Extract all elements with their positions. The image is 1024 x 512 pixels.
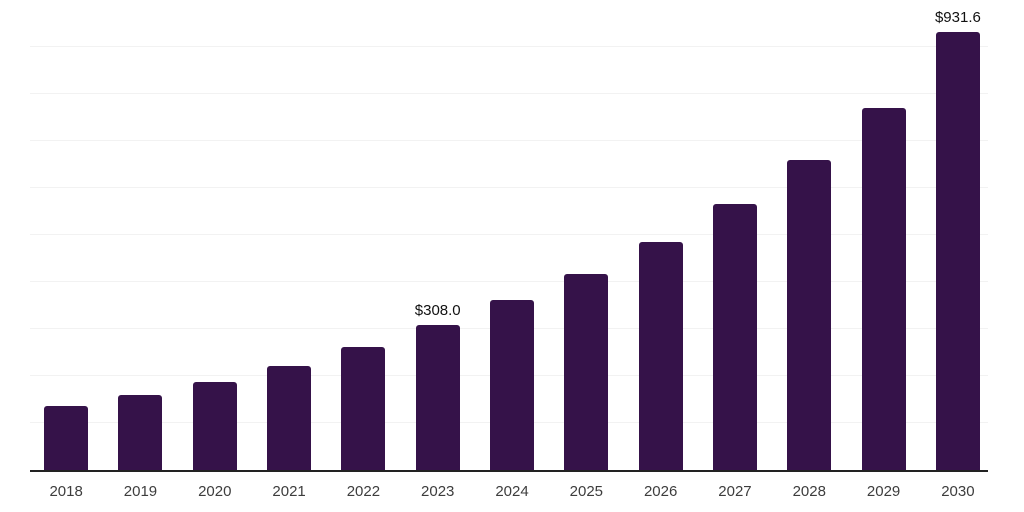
x-tick-label-2020: 2020 [198,483,232,500]
x-tick-label-2027: 2027 [718,483,752,500]
bar-slot-2029 [846,0,920,470]
bar-slot-2021 [252,0,326,470]
gridline-900 [30,46,988,47]
x-tick-label-2026: 2026 [643,483,678,500]
x-tick-label-2030: 2030 [941,483,975,500]
plot-area: $308.0 $931.6 [29,0,995,472]
bar-slot-2018 [29,0,103,470]
x-tick-label-2028: 2028 [792,483,826,500]
bar-slot-2022 [326,0,400,470]
x-tick-label-2029: 2029 [866,483,901,500]
bar-2024 [490,300,535,470]
bar-2018 [44,406,89,470]
bar-2023 [415,325,460,470]
x-axis-line [30,470,988,472]
bar-2021 [267,366,312,470]
gridline-800 [30,93,988,94]
bar-slot-2030: $931.6 [921,0,995,470]
bar-slot-2023: $308.0 [401,0,475,470]
bar-2020 [192,382,237,470]
x-axis-tick-labels: 2018 2019 2020 2021 2022 2023 2024 2025 2026 2027… [29,484,995,500]
gridline-700 [30,140,988,141]
data-label-2030: $931.6 [934,9,981,27]
x-tick-label-2025: 2025 [569,483,604,500]
bar-2022 [341,347,386,470]
x-tick-label-2021: 2021 [272,483,306,500]
bar-2026 [638,241,683,470]
bar-slot-2019 [103,0,177,470]
bars-row: $308.0 $931.6 [29,0,995,470]
bar-slot-2026 [624,0,698,470]
bar-2029 [861,108,906,470]
x-tick-label-2018: 2018 [49,483,83,500]
gridline-600 [30,187,988,188]
bar-slot-2028 [772,0,846,470]
bar-slot-2025 [549,0,623,470]
bar-2030 [935,32,980,470]
bar-2028 [787,159,832,470]
bar-slot-2024 [475,0,549,470]
x-tick-label-2023: 2023 [421,483,455,500]
gridline-500 [30,234,988,235]
x-tick-label-2022: 2022 [346,483,381,500]
bar-2019 [118,395,163,470]
gridline-400 [30,281,988,282]
bar-2027 [712,203,757,470]
x-tick-label-2019: 2019 [123,483,158,500]
data-label-2023: $308.0 [414,302,461,320]
bar-2025 [564,273,609,470]
bar-slot-2027 [698,0,772,470]
x-tick-label-2024: 2024 [495,483,529,500]
bar-slot-2020 [178,0,252,470]
